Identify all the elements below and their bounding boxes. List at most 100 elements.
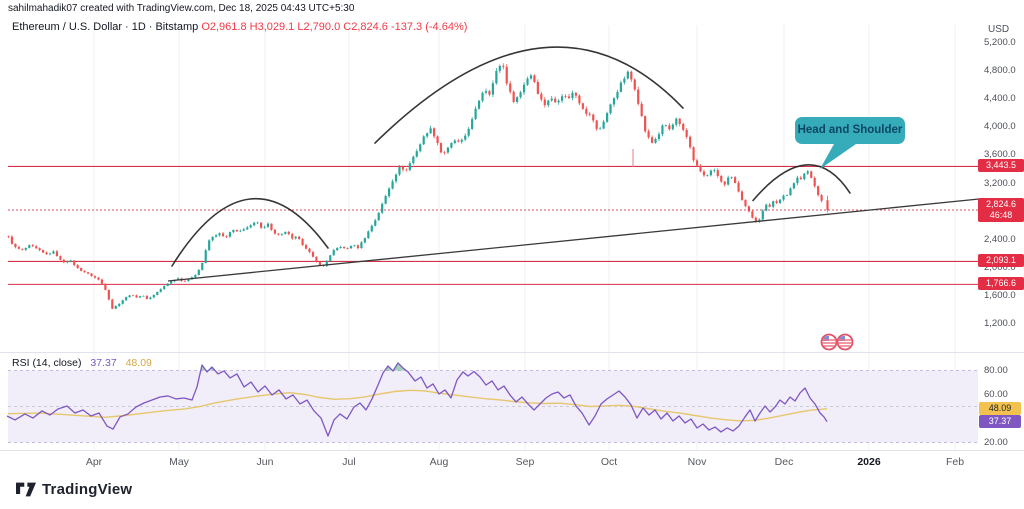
time-axis-label[interactable]: Dec [774,456,794,468]
candle-body [176,278,180,281]
tradingview-logo: TradingView [16,481,132,498]
pattern-arc[interactable] [374,46,684,144]
rsi-tick-label: 20.00 [984,436,1008,448]
candle-body [782,195,785,200]
candle-body [194,275,197,278]
candle-body [477,100,481,109]
candle-body [135,295,138,298]
candle-body [291,234,294,239]
time-axis-label[interactable]: 2026 [857,456,881,468]
ohlc-change: -137.3 (-4.64%) [390,21,468,33]
candle-body [277,233,280,235]
candle-body [761,210,764,220]
candle-body [502,65,505,67]
price-tick-label: 2,000.0 [984,261,1016,273]
candle-body [775,201,778,203]
candle-body [484,91,488,93]
candle-body [398,166,401,175]
rsi-params: (14, close) [32,357,82,369]
pattern-arc[interactable] [752,164,851,202]
candle-body [349,245,353,249]
ohlc-low: L2,790.0 [297,21,341,33]
candle-body [336,247,339,251]
time-axis-label[interactable]: Apr [85,456,103,468]
tradingview-logo-text: TradingView [42,481,133,498]
head-and-shoulder-callout[interactable]: Head and Shoulder [795,117,905,144]
candle-body [249,225,252,228]
candle-body [152,295,155,298]
candle-body [682,123,685,130]
candle-body [266,223,270,227]
tradingview-logo-icon [16,482,36,497]
interval-label: 1D [131,21,146,33]
candle-body [796,177,799,184]
candle-body [602,121,605,129]
candle-body [329,255,332,261]
candle-body [554,98,557,103]
candle-body [747,206,751,212]
rsi-legend[interactable]: RSI (14, close) 37.37 48.09 [12,357,152,369]
candle-body [308,248,311,253]
candle-body [467,128,470,136]
candle-body [785,195,789,196]
candle-body [422,136,425,145]
trendline[interactable] [167,198,980,282]
sticker-detail [822,336,829,341]
time-axis-label[interactable]: Sep [515,456,535,468]
candle-body [619,82,623,92]
candle-body [90,273,93,277]
candle-body [529,75,533,79]
candle-body [315,256,318,263]
candle-body [637,89,640,104]
candle-body [211,236,214,241]
candle-body [689,136,692,148]
price-tick-label: 1,600.0 [984,290,1016,302]
candle-body [765,204,768,211]
time-axis-label[interactable]: Oct [600,456,618,468]
candle-body [588,113,591,115]
candle-body [536,81,539,94]
time-axis-label[interactable]: Aug [429,456,449,468]
ohlc-open: O2,961.8 [201,21,247,33]
candle-body [242,229,245,231]
symbol-legend[interactable]: Ethereum / U.S. Dollar · 1D · Bitstamp O2,96… [12,21,468,33]
candle-body [516,97,519,102]
candle-body [657,134,661,139]
candle-body [789,188,792,196]
candle-body [540,93,543,100]
rsi-ma-line [7,389,828,422]
candle-body [547,100,550,106]
candle-body [488,91,491,95]
pattern-arc[interactable] [171,197,329,267]
candle-body [737,182,740,192]
price-tick-label: 2,400.0 [984,233,1016,245]
candle-body [446,147,450,153]
candle-body [7,236,10,238]
candle-body [52,251,55,254]
candle-body [792,183,796,189]
candle-body [239,230,242,232]
candle-body [405,169,408,171]
candle-body [118,303,121,306]
candle-body [592,114,595,121]
time-axis-label[interactable]: May [169,456,189,468]
candle-body [381,203,384,213]
candle-body [339,247,342,248]
candle-body [253,222,256,226]
candle-body [661,125,664,135]
candle-body [692,147,695,161]
candle-body [412,156,415,164]
candle-body [474,108,477,120]
time-axis-label[interactable]: Nov [687,456,707,468]
time-axis-label[interactable]: Jul [342,456,356,468]
time-axis-label[interactable]: Feb [945,456,965,468]
time-axis-label[interactable]: Jun [256,456,274,468]
candle-body [187,279,190,282]
candle-body [225,236,228,237]
price-tick-label: 4,400.0 [984,93,1016,105]
candle-body [125,297,128,301]
candle-body [813,177,816,187]
price-tick-label: 4,000.0 [984,121,1016,133]
